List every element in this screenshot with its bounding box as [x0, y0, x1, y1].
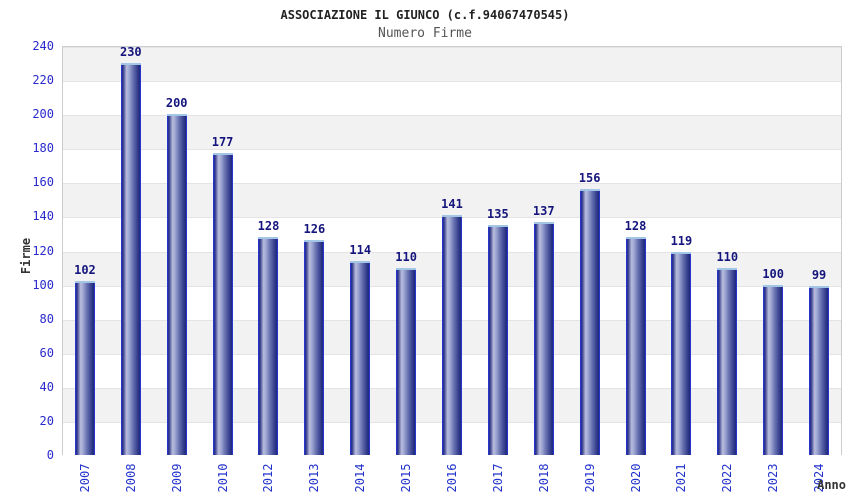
grid-band — [63, 115, 841, 150]
x-tick-label-2022: 2022 — [720, 463, 735, 493]
value-label-2018: 137 — [532, 203, 555, 218]
x-tick-label-2021: 2021 — [674, 463, 689, 493]
x-tick-label-2019: 2019 — [582, 463, 597, 493]
x-tick-label-2018: 2018 — [536, 463, 551, 493]
x-tick-label-2012: 2012 — [261, 463, 276, 493]
y-tick-label-160: 160 — [32, 175, 54, 190]
bar-2021 — [671, 252, 692, 455]
grid-band — [63, 149, 841, 184]
value-label-2014: 114 — [349, 242, 372, 257]
bar-2010 — [212, 153, 233, 455]
bar-2013 — [304, 240, 325, 455]
value-label-2007: 102 — [74, 263, 96, 278]
grid-band — [63, 47, 841, 82]
value-label-2013: 126 — [303, 222, 326, 237]
x-tick-label-2023: 2023 — [766, 463, 781, 493]
y-tick-label-60: 60 — [39, 345, 54, 360]
y-tick-label-0: 0 — [46, 448, 54, 462]
value-label-2023: 100 — [762, 266, 785, 281]
x-tick-label-2013: 2013 — [307, 463, 322, 493]
x-tick-label-2010: 2010 — [215, 463, 230, 493]
x-tick-label-2008: 2008 — [123, 463, 138, 493]
value-label-2020: 128 — [624, 218, 647, 233]
y-tick-label-20: 20 — [39, 413, 54, 428]
y-tick-label-240: 240 — [32, 39, 54, 53]
value-label-2015: 110 — [395, 249, 417, 264]
y-tick-label-100: 100 — [32, 277, 54, 292]
value-label-2008: 230 — [119, 45, 142, 60]
y-tick-label-220: 220 — [32, 73, 54, 88]
x-tick-label-2009: 2009 — [169, 463, 184, 493]
x-tick-label-2007: 2007 — [77, 463, 92, 493]
y-tick-label-140: 140 — [32, 209, 54, 224]
bar-2020 — [625, 236, 646, 455]
value-label-2024: 99 — [811, 268, 827, 283]
chart-subtitle: Numero Firme — [378, 26, 472, 41]
bar-2016 — [442, 214, 462, 455]
x-tick-label-2017: 2017 — [490, 463, 505, 493]
y-tick-label-200: 200 — [32, 107, 54, 122]
bar-2007 — [74, 281, 95, 455]
value-label-2017: 135 — [487, 206, 509, 221]
bar-2019 — [579, 189, 600, 455]
y-tick-label-180: 180 — [32, 141, 54, 156]
value-label-2016: 141 — [441, 196, 463, 211]
value-label-2022: 110 — [716, 249, 739, 264]
x-tick-label-2015: 2015 — [399, 463, 414, 493]
x-tick-label-2020: 2020 — [628, 463, 643, 493]
bar-2022 — [717, 267, 738, 455]
y-axis-title: Firme — [19, 237, 33, 275]
x-tick-label-2014: 2014 — [353, 463, 368, 493]
bar-2012 — [258, 236, 279, 455]
y-tick-label-80: 80 — [39, 311, 54, 326]
x-tick-label-2016: 2016 — [445, 463, 459, 493]
bar-2014 — [350, 260, 371, 455]
y-tick-label-40: 40 — [39, 379, 54, 394]
bar-2009 — [166, 114, 187, 455]
bar-2018 — [533, 221, 554, 455]
value-label-2021: 119 — [670, 234, 693, 249]
value-label-2010: 177 — [211, 135, 234, 150]
bar-2015 — [396, 267, 417, 455]
value-label-2012: 128 — [257, 218, 280, 233]
chart-title: ASSOCIAZIONE IL GIUNCO (c.f.94067470545) — [280, 8, 570, 22]
bar-2008 — [120, 63, 141, 455]
grid-band — [63, 183, 841, 218]
bar-2017 — [487, 224, 508, 455]
y-tick-label-120: 120 — [32, 243, 54, 258]
bar-2024 — [809, 286, 830, 455]
grid-band — [63, 81, 841, 116]
value-label-2009: 200 — [165, 96, 188, 111]
value-label-2019: 156 — [578, 171, 601, 186]
bar-2023 — [763, 284, 784, 455]
x-axis-title: Anno — [817, 478, 846, 492]
